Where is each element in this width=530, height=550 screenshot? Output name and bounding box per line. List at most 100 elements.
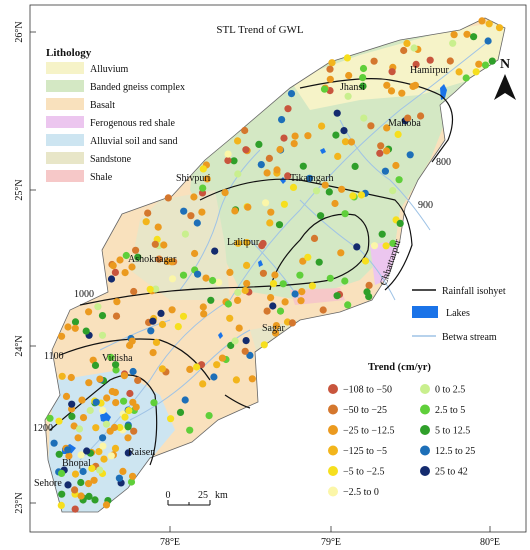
trend-legend-label: 5 to 12.5	[435, 426, 470, 437]
well-point	[267, 294, 275, 302]
well-point	[319, 306, 327, 314]
lat-label-25: 25°N	[14, 179, 25, 200]
well-point	[367, 122, 375, 130]
well-point	[446, 57, 454, 65]
lake	[320, 148, 326, 154]
trend-legend-label: −2.5 to 0	[343, 487, 379, 498]
well-point	[275, 221, 284, 229]
well-point	[337, 249, 345, 257]
well-point	[226, 268, 234, 276]
well-point	[260, 341, 268, 349]
north-label: N	[500, 57, 510, 72]
well-point	[79, 467, 87, 476]
well-point	[57, 501, 65, 509]
lat-label-24: 24°N	[14, 335, 25, 356]
well-point	[403, 39, 411, 48]
well-point	[90, 476, 98, 484]
lon-label-80: 80°E	[480, 537, 500, 548]
trend-legend-label: 2.5 to 5	[435, 405, 465, 416]
lake-legend-label: Lakes	[446, 308, 470, 319]
well-point	[306, 174, 314, 182]
well-point	[100, 455, 108, 463]
well-point	[211, 247, 219, 255]
well-point	[265, 154, 273, 162]
well-point	[320, 85, 329, 93]
scale-bar: 0 25 km	[166, 490, 228, 506]
well-point	[234, 296, 242, 304]
isohyet-label-1000: 1000	[74, 289, 94, 300]
well-point	[186, 365, 194, 373]
well-point	[472, 68, 480, 76]
north-arrow-icon	[494, 74, 516, 100]
well-point	[179, 312, 188, 320]
well-point	[262, 199, 270, 207]
well-point	[71, 318, 80, 326]
well-point	[205, 412, 213, 420]
trend-legend-dot	[328, 384, 338, 394]
well-point	[127, 478, 136, 486]
well-point	[396, 219, 404, 227]
well-point	[85, 379, 93, 387]
well-point	[481, 61, 490, 69]
isohyet-label-1200: 1200	[33, 423, 53, 434]
legend-label-red-shale: Ferogenous red shale	[90, 118, 176, 129]
well-point	[96, 375, 104, 383]
place-sagar: Sagar	[262, 323, 285, 334]
well-point	[190, 193, 198, 201]
trend-legend-label: 12.5 to 25	[435, 446, 475, 457]
isohyet-label-1100: 1100	[44, 351, 64, 362]
legend-swatch-gneiss	[46, 80, 84, 92]
well-point	[64, 446, 72, 454]
trend-legend-dot	[328, 486, 338, 497]
well-point	[207, 296, 215, 304]
well-point	[122, 251, 130, 260]
well-point	[92, 424, 100, 432]
well-point	[449, 39, 457, 47]
lat-label-23: 23°N	[14, 492, 25, 513]
well-point	[361, 257, 370, 265]
well-point	[287, 90, 296, 98]
isohyet-label-800: 800	[436, 157, 451, 168]
well-point	[248, 375, 256, 383]
well-point	[412, 60, 420, 68]
well-point	[383, 81, 391, 89]
well-point	[144, 209, 152, 217]
well-point	[129, 367, 137, 376]
well-point	[326, 274, 334, 282]
well-point	[86, 406, 94, 415]
well-point	[85, 308, 93, 316]
well-point	[64, 481, 72, 489]
well-point	[125, 407, 133, 415]
well-point	[394, 130, 402, 138]
trend-legend: Trend (cm/yr) −108 to −50 −50 to −25 −25 t…	[328, 362, 475, 498]
well-point	[107, 353, 115, 361]
legend-swatch-red-shale	[46, 116, 84, 128]
well-point	[55, 417, 63, 425]
well-point	[120, 372, 128, 380]
well-point	[129, 398, 137, 406]
well-point	[62, 392, 71, 400]
well-point	[180, 207, 188, 215]
trend-legend-dot	[328, 466, 338, 476]
well-point	[340, 127, 348, 135]
well-point	[163, 257, 172, 265]
well-point	[130, 427, 138, 435]
well-point	[107, 452, 115, 460]
well-point	[79, 414, 88, 422]
well-point	[333, 109, 341, 117]
legend-swatch-alluvial-soil	[46, 134, 84, 146]
well-point	[378, 230, 386, 238]
well-point	[377, 142, 385, 150]
well-point	[406, 151, 414, 159]
legend-label-gneiss: Banded gneiss complex	[90, 82, 185, 93]
well-point	[383, 147, 391, 155]
well-point	[158, 320, 167, 329]
well-point	[381, 167, 389, 175]
well-point	[484, 37, 492, 45]
trend-legend-dot	[328, 425, 338, 435]
well-point	[263, 307, 271, 315]
well-point	[50, 439, 58, 447]
well-point	[121, 413, 129, 421]
well-point	[154, 223, 162, 231]
well-point	[331, 199, 339, 208]
